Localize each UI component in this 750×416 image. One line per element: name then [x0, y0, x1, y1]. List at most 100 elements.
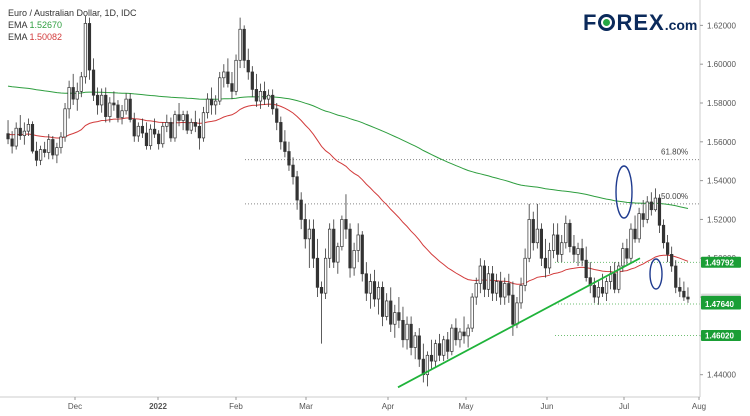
y-tick-label: 1.56000	[707, 138, 736, 147]
candle	[499, 271, 503, 305]
candle	[218, 71, 222, 105]
fib-label: 61.80%	[661, 148, 688, 157]
candle	[613, 262, 617, 294]
price-tag-label: 1.46020	[705, 331, 734, 340]
candle	[527, 203, 531, 263]
candle-body	[205, 98, 210, 114]
candle-body	[18, 127, 22, 136]
candle-body	[193, 122, 197, 127]
candle	[205, 93, 210, 119]
candle	[376, 281, 381, 315]
candlesticks	[6, 15, 690, 387]
candle	[462, 316, 466, 344]
candle-body	[279, 122, 283, 143]
candle	[649, 192, 653, 216]
candle	[14, 122, 18, 150]
candle	[405, 316, 409, 350]
candle-body	[417, 335, 421, 360]
candle	[234, 54, 238, 96]
candle	[437, 333, 442, 362]
candle	[519, 277, 523, 309]
candle	[368, 273, 373, 309]
candle-body	[26, 123, 31, 132]
candle	[303, 203, 307, 249]
x-tick-label: May	[458, 402, 473, 411]
x-tick-label: Apr	[382, 402, 395, 411]
candle	[657, 194, 662, 234]
candle	[539, 223, 544, 267]
candle	[246, 48, 250, 80]
candle	[686, 287, 690, 303]
candle-body	[592, 285, 596, 298]
candle-body	[380, 287, 385, 317]
candle	[116, 100, 120, 123]
candle-body	[51, 139, 55, 156]
candle	[332, 219, 336, 268]
candle	[71, 73, 75, 105]
candle	[26, 118, 31, 136]
candle	[543, 238, 548, 278]
legend-ema-fast: EMA 1.52670	[8, 19, 137, 31]
y-tick-label: 1.52000	[707, 215, 736, 224]
candle-body	[523, 257, 527, 286]
candle-body	[682, 290, 686, 298]
candle-body	[637, 213, 641, 240]
candle-body	[189, 122, 193, 131]
candle-body	[458, 331, 462, 341]
candle-body	[478, 265, 482, 284]
annotation-ellipse	[615, 165, 633, 219]
candle	[75, 82, 79, 111]
candle	[136, 122, 140, 142]
candle	[608, 266, 613, 290]
candle-body	[678, 287, 682, 292]
ema-50-line	[7, 103, 689, 285]
candle	[556, 223, 560, 263]
candle-body	[283, 141, 287, 152]
candle	[38, 145, 43, 166]
candle-body	[629, 228, 633, 259]
candle	[55, 142, 59, 164]
candle-body	[535, 228, 539, 244]
candle	[446, 331, 450, 360]
candle-body	[104, 94, 108, 117]
candle-body	[315, 257, 320, 288]
price-tag-label: 1.49792	[705, 258, 734, 267]
candle-body	[429, 354, 434, 362]
price-tag-box	[701, 256, 741, 268]
candle	[409, 316, 413, 356]
candle	[51, 135, 55, 160]
candle-body	[486, 273, 491, 290]
candle-body	[22, 130, 26, 136]
candle-body	[226, 71, 230, 84]
candle-body	[287, 151, 291, 166]
candle-body	[262, 91, 267, 100]
candle	[421, 343, 425, 383]
candle	[670, 246, 674, 272]
candle-body	[360, 234, 364, 275]
candle	[490, 266, 495, 301]
candle	[100, 88, 104, 113]
price-tag-box	[701, 298, 741, 310]
candle-body	[181, 114, 185, 121]
candle-body	[266, 94, 271, 100]
x-tick-label: 2022	[149, 402, 167, 411]
candle-body	[437, 343, 442, 356]
candle	[173, 110, 177, 142]
candle	[429, 339, 434, 369]
candle-body	[148, 128, 153, 147]
candle	[22, 122, 26, 145]
candle-body	[10, 138, 14, 147]
candle	[340, 215, 344, 251]
candle	[385, 293, 389, 321]
candle	[364, 262, 368, 301]
candle-body	[128, 98, 132, 120]
candle	[604, 277, 609, 301]
candle-body	[230, 83, 234, 92]
candle-body	[75, 91, 79, 100]
candle-body	[617, 265, 621, 290]
candle	[576, 242, 580, 267]
candle	[360, 231, 364, 282]
candle	[596, 281, 601, 305]
candle-body	[450, 327, 454, 352]
